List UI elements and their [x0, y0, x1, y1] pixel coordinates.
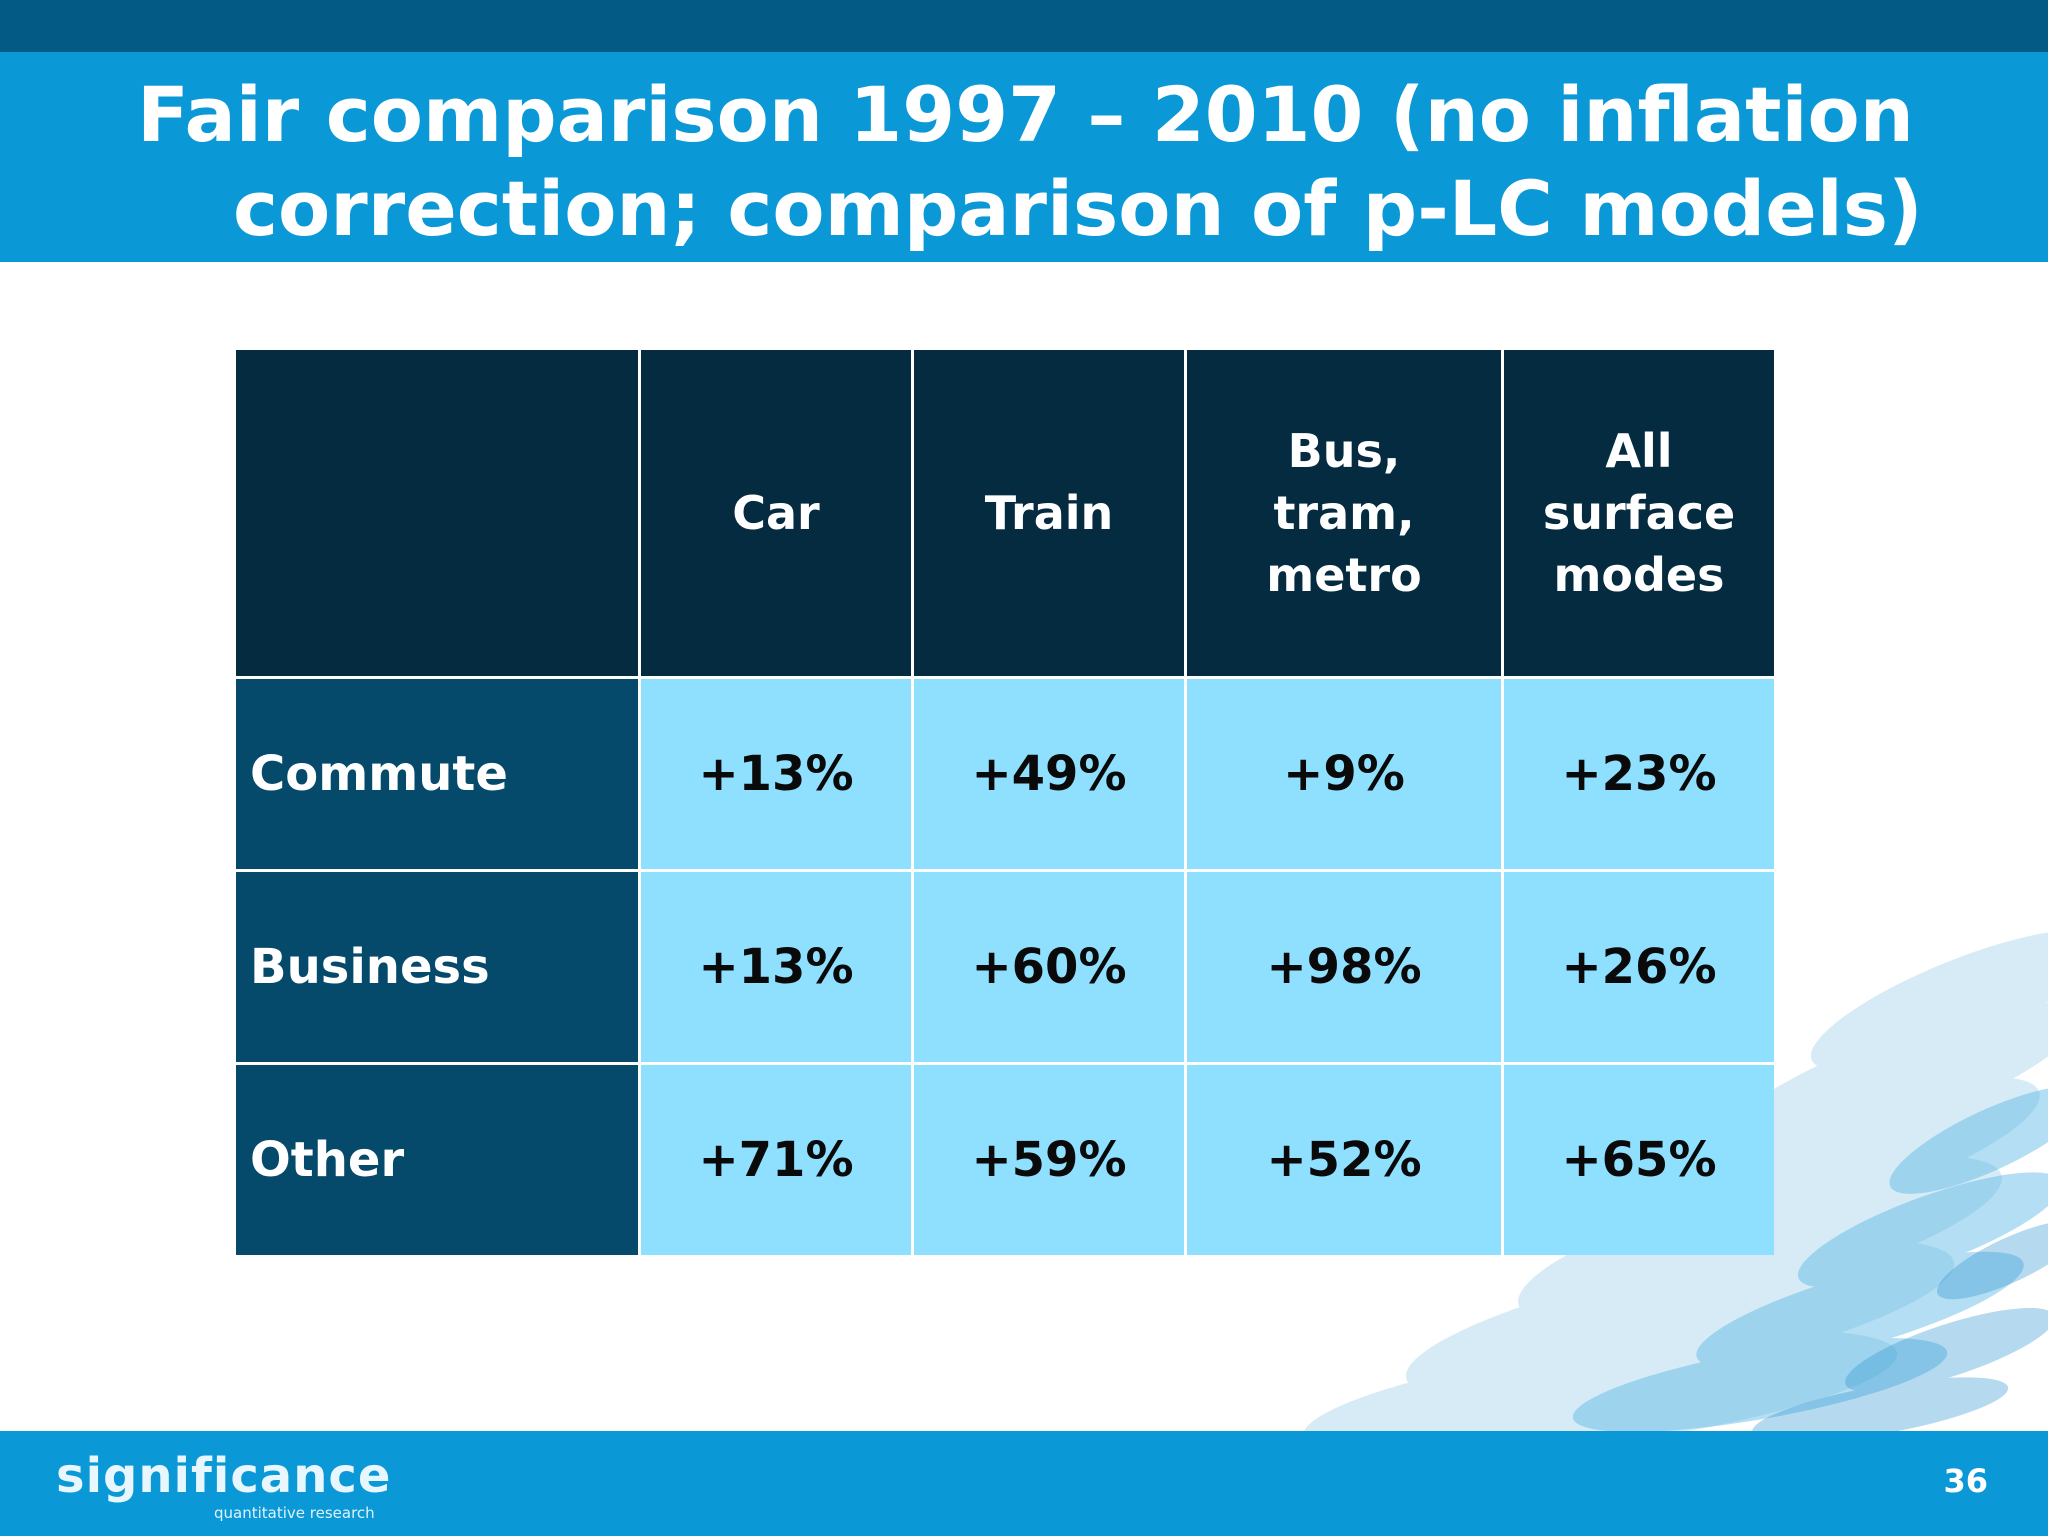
top-strip — [0, 0, 2048, 52]
row-label-business: Business — [236, 872, 638, 1062]
table-cell: +59% — [914, 1065, 1184, 1255]
column-header-car: Car — [641, 350, 911, 676]
slide-title: Fair comparison 1997 – 2010 (no inflatio… — [137, 70, 1923, 253]
logo-wordmark: significance — [56, 1448, 392, 1504]
table-cell: +60% — [914, 872, 1184, 1062]
row-label-commute: Commute — [236, 679, 638, 869]
table-cell: +49% — [914, 679, 1184, 869]
table-cell: +52% — [1187, 1065, 1501, 1255]
logo-tagline: quantitative research — [214, 1504, 375, 1522]
row-label-other: Other — [236, 1065, 638, 1255]
table-cell: +71% — [641, 1065, 911, 1255]
company-logo: significance quantitative research — [56, 1448, 392, 1522]
column-header-all-surface-modes: All surface modes — [1504, 350, 1774, 676]
table-header-row: Car Train Bus, tram, metro All surface m… — [236, 350, 1774, 676]
table-cell: +65% — [1504, 1065, 1774, 1255]
table-cell: +13% — [641, 872, 911, 1062]
table-corner-cell — [236, 350, 638, 676]
column-header-bus-tram-metro: Bus, tram, metro — [1187, 350, 1501, 676]
table-row: Other +71% +59% +52% +65% — [236, 1065, 1774, 1255]
table-row: Commute +13% +49% +9% +23% — [236, 679, 1774, 869]
table-row: Business +13% +60% +98% +26% — [236, 872, 1774, 1062]
table-cell: +98% — [1187, 872, 1501, 1062]
table-cell: +26% — [1504, 872, 1774, 1062]
comparison-table: Car Train Bus, tram, metro All surface m… — [233, 347, 1777, 1258]
page-number: 36 — [1943, 1462, 1988, 1500]
table-cell: +9% — [1187, 679, 1501, 869]
table-cell: +13% — [641, 679, 911, 869]
title-band — [0, 52, 2048, 262]
column-header-train: Train — [914, 350, 1184, 676]
table-cell: +23% — [1504, 679, 1774, 869]
footer-bar — [0, 1431, 2048, 1536]
